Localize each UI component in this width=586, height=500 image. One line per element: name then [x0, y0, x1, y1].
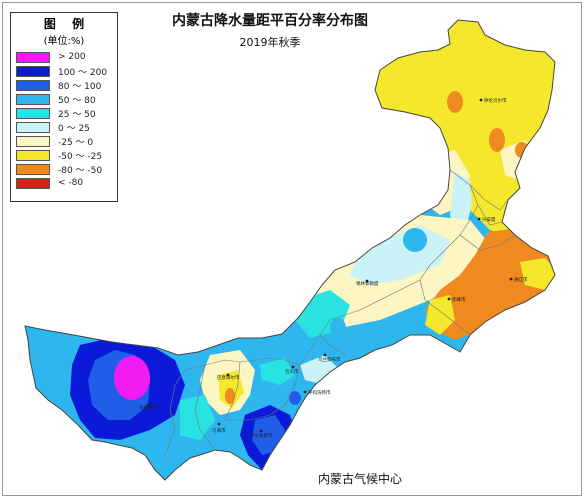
legend-swatch [16, 177, 50, 189]
legend-item: -50 ～ -25 [16, 148, 117, 162]
legend-swatch [16, 163, 50, 175]
city-alxa: 阿拉善盟 [139, 403, 157, 411]
legend: 图 例 (单位:%) > 200 100 ～ 200 80 ～ 100 50 ～… [10, 12, 118, 202]
legend-unit: (单位:%) [43, 36, 85, 47]
city-chifeng: 赤峰市 [447, 296, 466, 303]
city-ulanqab: 乌兰察布市 [318, 353, 341, 363]
region-boundary [24, 19, 556, 481]
legend-swatch [16, 149, 50, 161]
legend-item: > 200 [16, 50, 117, 64]
svg-text:兴安盟: 兴安盟 [482, 216, 496, 223]
map-title: 内蒙古降水量距平百分率分布图 [172, 13, 368, 29]
legend-label: -25 ～ 0 [58, 137, 94, 148]
legend-swatch [16, 107, 50, 119]
svg-text:锡林郭勒盟: 锡林郭勒盟 [356, 280, 379, 287]
city-wuhai: 乌海市 [212, 422, 226, 434]
legend-swatch [16, 135, 50, 147]
svg-text:鄂尔多斯市: 鄂尔多斯市 [250, 432, 273, 439]
legend-swatch [16, 121, 50, 133]
svg-text:呼伦贝尔市: 呼伦贝尔市 [484, 97, 507, 104]
city-ordos: 鄂尔多斯市 [250, 429, 273, 439]
city-tongliao: 通辽市 [509, 276, 528, 283]
city-baotou: 包头市 [285, 365, 299, 375]
city-markers: 呼伦贝尔市 兴安盟 通辽市 赤峰市 锡林郭勒盟 乌兰察布市 呼和浩特市 包头市 [139, 97, 528, 439]
legend-item: 0 ～ 25 [16, 120, 117, 134]
legend-item: -80 ～ -50 [16, 162, 117, 176]
city-xinganmeng: 兴安盟 [477, 216, 496, 223]
legend-swatch [16, 79, 50, 91]
legend-items: > 200 100 ～ 200 80 ～ 100 50 ～ 80 25 ～ 50… [11, 50, 117, 190]
svg-text:包头市: 包头市 [285, 368, 299, 375]
legend-item: 25 ～ 50 [16, 106, 117, 120]
legend-label: 100 ～ 200 [58, 67, 108, 78]
legend-item: 50 ～ 80 [16, 92, 117, 106]
city-bayannur: 巴彦淖尔市 [217, 373, 240, 381]
svg-text:阿拉善盟: 阿拉善盟 [139, 404, 157, 411]
svg-text:乌兰察布市: 乌兰察布市 [318, 356, 341, 363]
legend-item: 80 ～ 100 [16, 78, 117, 92]
legend-label: -80 ～ -50 [58, 165, 103, 176]
map-subtitle: 2019年秋季 [239, 36, 301, 49]
city-hohhot: 呼和浩特市 [303, 389, 331, 396]
legend-label: 0 ～ 25 [58, 123, 90, 134]
legend-label: 25 ～ 50 [58, 109, 96, 120]
legend-label: 80 ～ 100 [58, 81, 102, 92]
svg-text:乌海市: 乌海市 [212, 427, 226, 434]
legend-item: -25 ～ 0 [16, 134, 117, 148]
legend-swatch [16, 65, 50, 77]
legend-item: 100 ～ 200 [16, 64, 117, 78]
legend-title: 图 例 [43, 17, 91, 31]
legend-swatch [16, 93, 50, 105]
source-label: 内蒙古气候中心 [317, 472, 402, 486]
svg-text:呼和浩特市: 呼和浩特市 [308, 389, 331, 396]
svg-text:通辽市: 通辽市 [514, 276, 528, 283]
svg-text:巴彦淖尔市: 巴彦淖尔市 [217, 374, 240, 381]
svg-text:赤峰市: 赤峰市 [452, 296, 466, 303]
legend-label: > 200 [58, 52, 86, 62]
legend-label: 50 ～ 80 [58, 95, 96, 106]
admin-boundaries [164, 169, 516, 456]
city-xilingol: 锡林郭勒盟 [356, 279, 379, 287]
legend-label: < -80 [58, 178, 84, 188]
legend-swatch [16, 51, 50, 63]
legend-item: < -80 [16, 176, 117, 190]
legend-label: -50 ～ -25 [58, 151, 103, 162]
city-hulunbuir: 呼伦贝尔市 [479, 97, 507, 104]
